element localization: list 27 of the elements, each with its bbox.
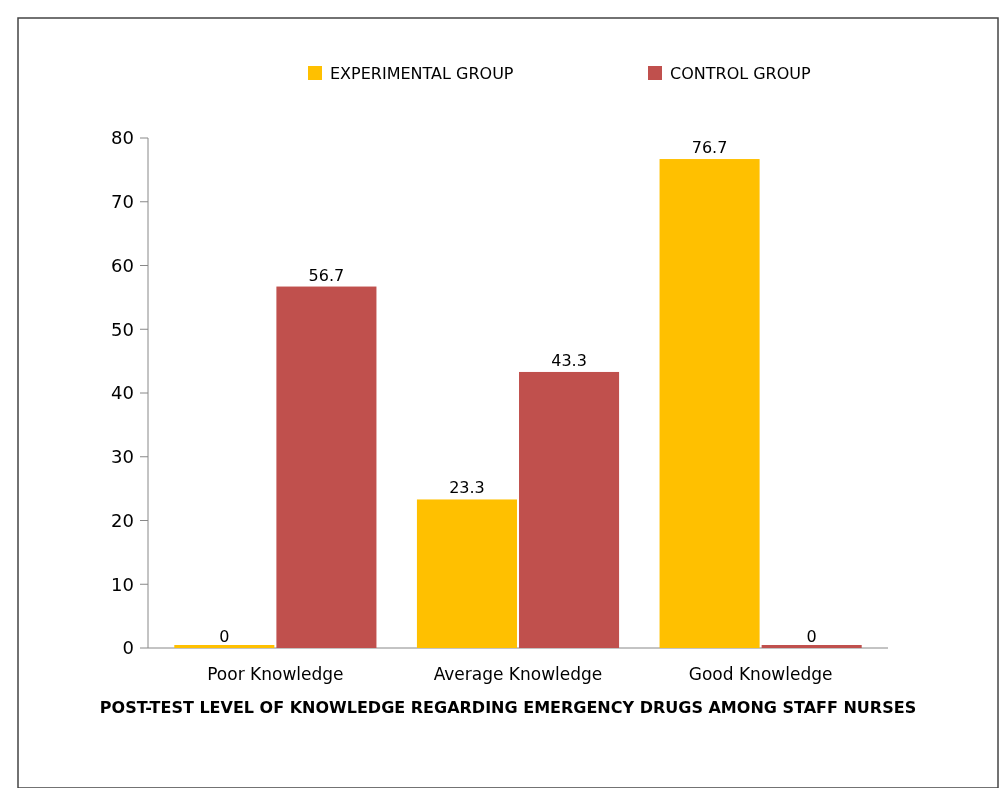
bar (174, 645, 275, 648)
y-tick-label: 80 (111, 127, 134, 149)
bar (519, 371, 620, 648)
y-tick-label: 60 (111, 254, 134, 276)
y-tick-label: 50 (111, 318, 134, 340)
data-label: 0 (806, 627, 817, 646)
y-tick-label: 30 (111, 446, 134, 468)
x-tick-label: Poor Knowledge (207, 664, 344, 684)
x-tick-label: Average Knowledge (433, 664, 603, 684)
data-label: 23.3 (449, 478, 485, 498)
bar (761, 645, 862, 648)
legend-label: CONTROL GROUP (670, 63, 812, 83)
bar (659, 159, 760, 648)
data-label: 76.7 (691, 138, 728, 158)
y-tick-label: 70 (111, 191, 134, 213)
text: POST-TEST LEVEL OF KNOWLEDGE REGARDING EMERGENCY DRUGS AMONG STAFF NURSES (99, 698, 917, 717)
y-tick-label: 40 (111, 382, 134, 404)
y-tick-label: 20 (111, 509, 134, 531)
bar (416, 499, 517, 648)
y-tick-label: 0 (122, 637, 134, 659)
x-tick-label: Good Knowledge (688, 664, 833, 684)
data-label: 56.7 (308, 265, 345, 285)
legend-label: EXPERIMENTAL GROUP (330, 63, 514, 83)
y-tick-label: 10 (111, 573, 134, 595)
bar (276, 286, 377, 648)
data-label: 0 (219, 627, 230, 646)
data-label: 43.3 (551, 350, 587, 370)
